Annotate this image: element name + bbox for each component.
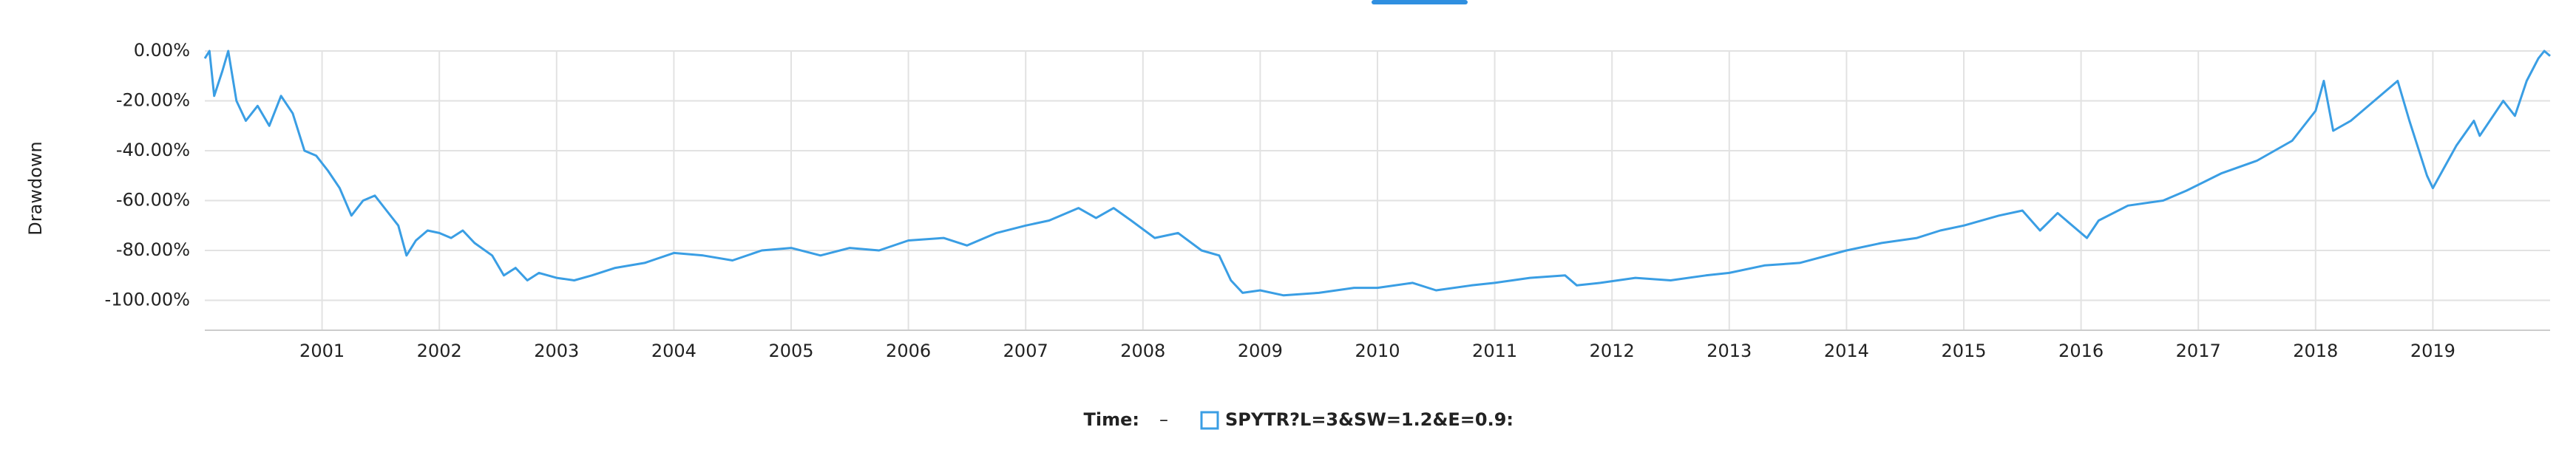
- legend-time-label: Time:: [1084, 409, 1139, 430]
- x-tick-label: 2006: [886, 341, 931, 361]
- x-tick-label: 2003: [534, 341, 579, 361]
- x-tick-label: 2008: [1120, 341, 1165, 361]
- x-tick-label: 2014: [1824, 341, 1869, 361]
- x-tick-label: 2010: [1355, 341, 1400, 361]
- x-tick-label: 2019: [2410, 341, 2455, 361]
- x-tick-label: 2017: [2176, 341, 2221, 361]
- legend-swatch: [1200, 411, 1219, 430]
- legend-label: SPYTR?L=3&SW=1.2&E=0.9:: [1225, 409, 1514, 430]
- y-tick-label: -100.00%: [105, 290, 190, 310]
- x-tick-label: 2009: [1238, 341, 1283, 361]
- button[interactable]: [1372, 0, 1468, 4]
- x-tick-label: 2012: [1590, 341, 1635, 361]
- y-tick-label: 0.00%: [134, 40, 190, 61]
- legend-time-value: –: [1159, 409, 1168, 430]
- y-tick-label: -60.00%: [116, 190, 190, 211]
- x-tick-label: 2004: [651, 341, 696, 361]
- x-tick-label: 2005: [768, 341, 813, 361]
- y-axis-label: Drawdown: [25, 141, 46, 235]
- x-tick-label: 2001: [299, 341, 345, 361]
- y-tick-label: -20.00%: [116, 90, 190, 111]
- x-tick-label: 2007: [1003, 341, 1048, 361]
- x-tick-label: 2002: [417, 341, 462, 361]
- line: [203, 49, 2551, 297]
- x-tick-label: 2016: [2058, 341, 2104, 361]
- y-tick-label: -40.00%: [116, 140, 190, 160]
- x-tick-label: 2015: [1941, 341, 1986, 361]
- x-tick-label: 2011: [1472, 341, 1517, 361]
- x-tick-label: 2018: [2293, 341, 2338, 361]
- y-tick-label: -80.00%: [116, 239, 190, 260]
- x-tick-label: 2013: [1706, 341, 1752, 361]
